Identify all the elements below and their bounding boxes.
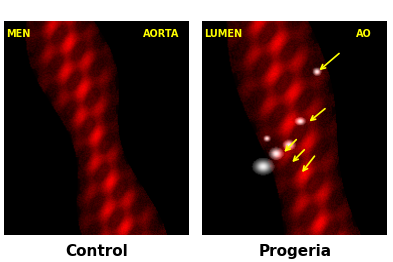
Text: AORTA: AORTA <box>143 29 179 39</box>
Text: LUMEN: LUMEN <box>204 29 242 39</box>
Text: MEN: MEN <box>6 29 30 39</box>
Text: Control: Control <box>65 244 128 259</box>
Text: Progeria: Progeria <box>258 244 331 259</box>
Text: AO: AO <box>356 29 371 39</box>
